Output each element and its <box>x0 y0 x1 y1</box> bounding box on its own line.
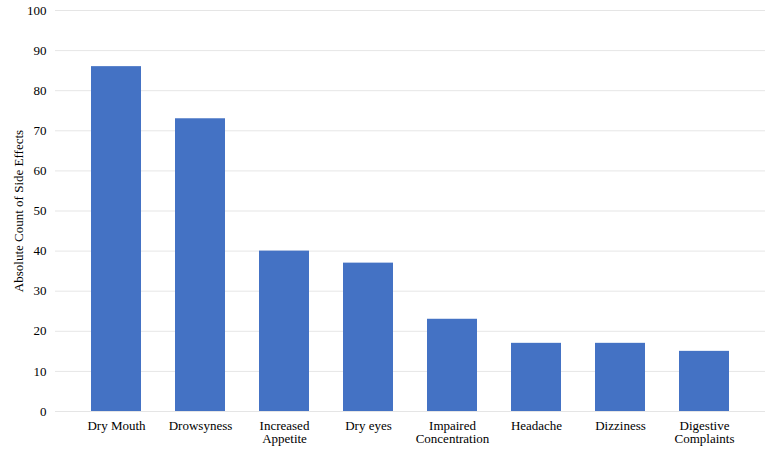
svg-text:ImpairedConcentration: ImpairedConcentration <box>416 418 490 446</box>
svg-text:Dry eyes: Dry eyes <box>345 418 392 433</box>
svg-text:Dry Mouth: Dry Mouth <box>87 418 146 433</box>
svg-text:50: 50 <box>34 203 47 218</box>
svg-text:60: 60 <box>34 163 47 178</box>
svg-text:80: 80 <box>34 83 47 98</box>
svg-text:90: 90 <box>34 43 47 58</box>
svg-text:30: 30 <box>34 283 47 298</box>
svg-text:IncreasedAppetite: IncreasedAppetite <box>260 418 310 446</box>
svg-text:40: 40 <box>34 243 47 258</box>
svg-text:Drowsyness: Drowsyness <box>169 418 233 433</box>
svg-text:0: 0 <box>40 404 47 419</box>
svg-text:Dizziness: Dizziness <box>595 418 646 433</box>
svg-text:100: 100 <box>27 3 47 18</box>
svg-text:70: 70 <box>34 123 47 138</box>
svg-text:Headache: Headache <box>511 418 562 433</box>
svg-text:DigestiveComplaints: DigestiveComplaints <box>675 418 735 446</box>
svg-text:20: 20 <box>34 323 47 338</box>
svg-text:Absolute Count of Side Effects: Absolute Count of Side Effects <box>11 130 26 292</box>
svg-text:10: 10 <box>34 364 47 379</box>
